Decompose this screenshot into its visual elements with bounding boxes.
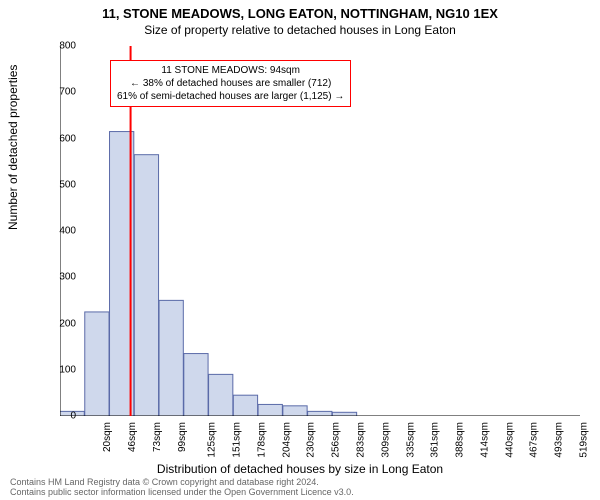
x-tick: 519sqm [578,422,589,458]
y-tick: 300 [59,272,76,283]
x-tick: 414sqm [479,422,490,458]
chart-title: 11, STONE MEADOWS, LONG EATON, NOTTINGHA… [0,0,600,21]
x-tick: 388sqm [455,422,466,458]
callout-box: 11 STONE MEADOWS: 94sqm← 38% of detached… [110,60,351,107]
y-axis-label: Number of detached properties [6,65,20,230]
footer-attribution: Contains HM Land Registry data © Crown c… [10,478,354,498]
y-tick: 200 [59,318,76,329]
x-tick: 20sqm [102,422,113,452]
x-tick: 256sqm [331,422,342,458]
y-tick: 700 [59,87,76,98]
x-tick: 151sqm [232,422,243,458]
x-tick: 46sqm [127,422,138,452]
x-tick: 309sqm [380,422,391,458]
callout-line1: 11 STONE MEADOWS: 94sqm [117,64,344,77]
x-axis-label: Distribution of detached houses by size … [0,462,600,476]
y-tick: 500 [59,179,76,190]
x-tick: 230sqm [306,422,317,458]
callout-line3: 61% of semi-detached houses are larger (… [117,90,344,103]
x-tick: 204sqm [281,422,292,458]
x-tick: 467sqm [529,422,540,458]
chart-container: 11, STONE MEADOWS, LONG EATON, NOTTINGHA… [0,0,600,500]
y-tick: 600 [59,133,76,144]
x-tick: 440sqm [504,422,515,458]
footer-line2: Contains public sector information licen… [10,488,354,498]
callout-line2: ← 38% of detached houses are smaller (71… [117,77,344,90]
y-tick: 0 [70,411,76,422]
y-tick: 400 [59,226,76,237]
x-tick: 178sqm [257,422,268,458]
x-tick: 125sqm [207,422,218,458]
x-tick: 335sqm [405,422,416,458]
y-tick: 100 [59,364,76,375]
y-tick: 800 [59,41,76,52]
chart-subtitle: Size of property relative to detached ho… [0,21,600,37]
x-tick: 361sqm [430,422,441,458]
x-tick: 283sqm [356,422,367,458]
x-tick: 493sqm [554,422,565,458]
x-tick: 99sqm [177,422,188,452]
x-tick: 73sqm [152,422,163,452]
